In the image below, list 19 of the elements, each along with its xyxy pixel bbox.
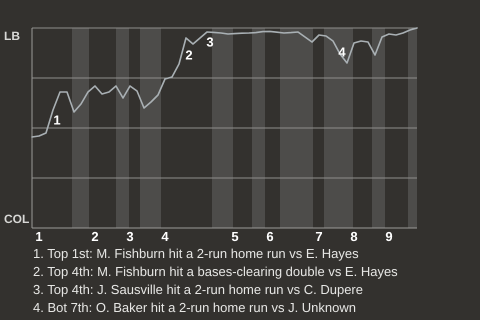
x-tick-label: 3: [126, 229, 134, 244]
annotation: 3: [206, 34, 214, 50]
text: 1. Top 1st: M. Fishburn hit a 2-run home run vs E. Hayes: [33, 246, 360, 261]
text: 2. Top 4th: M. Fishburn hit a bases-clearing double vs E. Hayes: [33, 264, 398, 279]
text: 4. Bot 7th: O. Baker hit a 2-run home run vs J. Unknown: [33, 300, 356, 315]
x-tick-label: 6: [266, 229, 274, 244]
x-tick-label: 7: [315, 229, 323, 244]
x-tick-label: 9: [385, 229, 393, 244]
annotation: 1: [53, 112, 61, 128]
text: 3. Top 4th: J. Sausville hit a 2-run home run vs C. Dupere: [33, 282, 363, 297]
x-tick-label: 2: [91, 229, 99, 244]
annotation: 2: [185, 48, 193, 62]
text: COL: [4, 212, 30, 226]
text: LB: [4, 29, 20, 43]
x-tick-label: 8: [350, 229, 358, 244]
x-tick-label: 5: [231, 229, 239, 244]
x-tick-label: 1: [35, 229, 43, 244]
x-tick-label: 4: [161, 229, 170, 244]
annotation: 4: [338, 44, 346, 60]
